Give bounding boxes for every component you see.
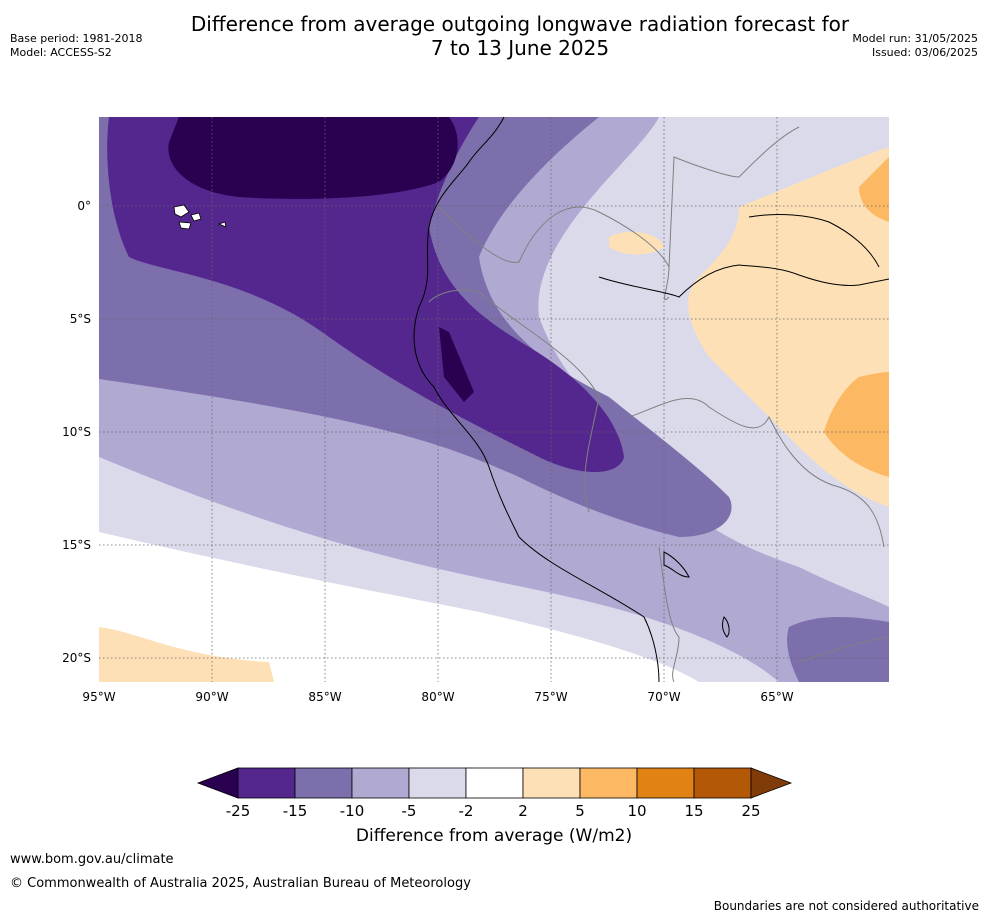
colorbar-bin-2 xyxy=(294,767,353,799)
anomaly-patch-2-5-southwest xyxy=(99,627,274,682)
country-borders xyxy=(428,126,889,682)
footer-url[interactable]: www.bom.gov.au/climate xyxy=(10,852,174,867)
lon-label-65w: 65°W xyxy=(760,690,794,704)
colorbar-label-1: -25 xyxy=(225,802,251,820)
lat-label-15s: 15°S xyxy=(62,538,91,552)
colorbar-bin-3 xyxy=(351,767,410,799)
colorbar-title: Difference from average (W/m2) xyxy=(355,826,633,846)
footer-disclaimer: Boundaries are not considered authoritat… xyxy=(713,899,979,913)
lat-label-0: 0° xyxy=(77,199,91,213)
colorbar-arrow-low xyxy=(196,767,239,799)
anomaly-core-small xyxy=(439,327,474,402)
colorbar-bin-7 xyxy=(579,767,638,799)
meta-right: Model run: 31/05/2025 Issued: 03/06/2025 xyxy=(852,32,978,60)
coastline xyxy=(413,117,889,682)
lat-label-10s: 10°S xyxy=(62,425,91,439)
galapagos-islands xyxy=(173,204,227,230)
olr-anomaly-map xyxy=(99,117,889,682)
anomaly-patch-5-10-northeast xyxy=(859,157,889,222)
model-run: Model run: 31/05/2025 xyxy=(852,32,978,45)
colorbar-label-8: 10 xyxy=(627,802,647,820)
colorbar-arrow-high xyxy=(750,767,793,799)
lon-label-80w: 80°W xyxy=(421,690,455,704)
map-title-line2: 7 to 13 June 2025 xyxy=(430,36,610,60)
lat-label-5s: 5°S xyxy=(69,312,91,326)
map-title-line1: Difference from average outgoing longwav… xyxy=(190,12,850,36)
footer-copyright: © Commonwealth of Australia 2025, Austra… xyxy=(10,876,471,891)
anomaly-patch-2-5-north xyxy=(609,231,664,255)
colorbar-bin-4 xyxy=(408,767,467,799)
colorbar-bin-1 xyxy=(237,767,296,799)
colorbar-bin-5 xyxy=(465,767,524,799)
map-title: Difference from average outgoing longwav… xyxy=(0,12,988,60)
colorbar-label-9: 15 xyxy=(684,802,704,820)
meta-left: Base period: 1981-2018 Model: ACCESS-S2 xyxy=(10,32,142,60)
colorbar xyxy=(196,766,793,800)
colorbar-label-6: 2 xyxy=(518,802,528,820)
lat-label-20s: 20°S xyxy=(62,651,91,665)
colorbar-bin-9 xyxy=(693,767,752,799)
lon-label-75w: 75°W xyxy=(534,690,568,704)
colorbar-label-10: 25 xyxy=(741,802,761,820)
model-name: Model: ACCESS-S2 xyxy=(10,46,112,59)
anomaly-core-below-minus25 xyxy=(168,117,458,199)
colorbar-label-4: -5 xyxy=(401,802,417,820)
issued-date: Issued: 03/06/2025 xyxy=(871,46,978,59)
base-period: Base period: 1981-2018 xyxy=(10,32,143,45)
colorbar-label-7: 5 xyxy=(575,802,585,820)
lon-label-90w: 90°W xyxy=(195,690,229,704)
colorbar-label-3: -10 xyxy=(339,802,365,820)
lon-label-85w: 85°W xyxy=(308,690,342,704)
colorbar-label-2: -15 xyxy=(282,802,308,820)
colorbar-label-5: -2 xyxy=(458,802,474,820)
colorbar-bin-8 xyxy=(636,767,695,799)
lon-label-95w: 95°W xyxy=(82,690,116,704)
lon-label-70w: 70°W xyxy=(647,690,681,704)
colorbar-bin-6 xyxy=(522,767,581,799)
anomaly-band-5-10 xyxy=(824,372,889,477)
